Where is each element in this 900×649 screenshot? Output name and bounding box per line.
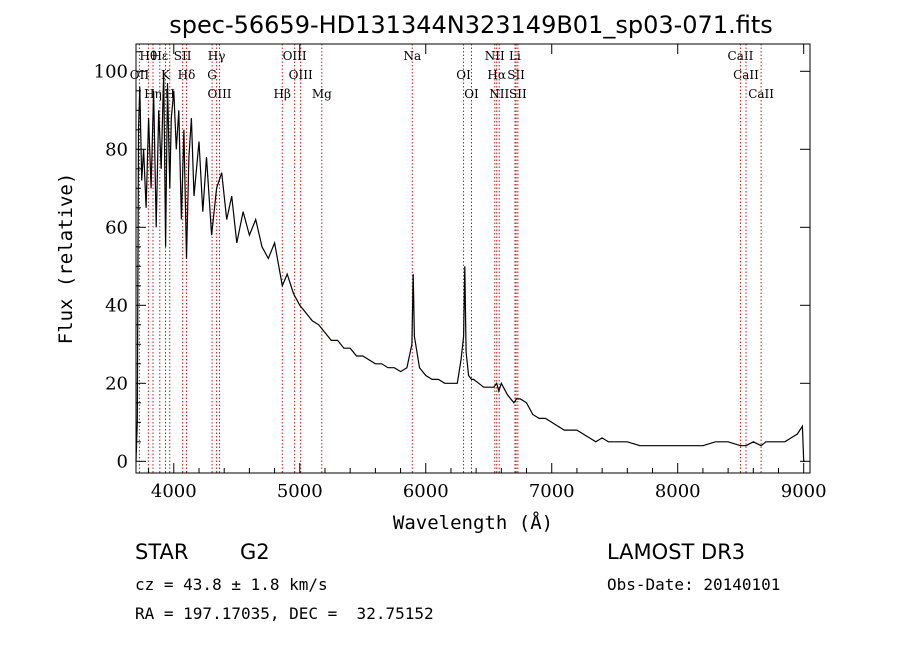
line-label: OI bbox=[456, 68, 471, 82]
line-label: OI bbox=[464, 87, 479, 101]
x-tick-label: 6000 bbox=[403, 481, 449, 502]
y-tick-label: 100 bbox=[94, 61, 128, 82]
obs-date: Obs-Date: 20140101 bbox=[607, 575, 781, 594]
y-tick-label: 60 bbox=[105, 217, 128, 238]
line-label: Hδ bbox=[178, 68, 196, 82]
axis-ticks: 4000 5000 6000 7000 8000 9000 0 20 40 60 80 100 bbox=[94, 44, 827, 502]
line-label: CaII bbox=[748, 87, 774, 101]
line-label: Li bbox=[509, 49, 521, 63]
line-label: OIII bbox=[289, 68, 313, 82]
x-tick-label: 4000 bbox=[151, 481, 197, 502]
line-label: CaII bbox=[733, 68, 759, 82]
line-label: Hε bbox=[151, 49, 168, 63]
x-tick-label: 7000 bbox=[529, 481, 575, 502]
line-label: SII bbox=[174, 49, 192, 63]
y-tick-label: 20 bbox=[105, 373, 128, 394]
line-label: CaII bbox=[728, 49, 754, 63]
line-label: Na bbox=[403, 49, 421, 63]
redshift-value: cz = 43.8 ± 1.8 km/s bbox=[135, 575, 328, 594]
y-tick-label: 0 bbox=[117, 451, 128, 472]
line-label: OII bbox=[130, 68, 150, 82]
line-label: SII bbox=[509, 87, 527, 101]
spectrum-line bbox=[135, 71, 805, 462]
x-tick-label: 5000 bbox=[277, 481, 323, 502]
line-label: Hγ bbox=[208, 49, 226, 63]
y-axis-label: Flux (relative) bbox=[55, 173, 77, 345]
line-label: K bbox=[161, 68, 171, 82]
coordinates: RA = 197.17035, DEC = 32.75152 bbox=[135, 604, 434, 623]
object-class: STAR bbox=[135, 540, 189, 564]
line-label: H bbox=[165, 87, 175, 101]
x-tick-label: 8000 bbox=[655, 481, 701, 502]
spectral-line-markers: HθOIIHηHεKHSIIHδOIIIHγGHβOIIIOIIIMgNaOIO… bbox=[130, 44, 774, 473]
y-tick-label: 80 bbox=[105, 139, 128, 160]
object-subclass: G2 bbox=[240, 540, 270, 564]
spectrum-series bbox=[135, 71, 805, 462]
line-label: OIII bbox=[283, 49, 307, 63]
line-label: NII bbox=[485, 49, 505, 63]
line-label: Hβ bbox=[274, 87, 291, 101]
plot-frame bbox=[135, 43, 811, 474]
line-label: Mg bbox=[312, 87, 332, 101]
x-axis-label: Wavelength (Å) bbox=[393, 511, 553, 534]
chart-title: spec-56659-HD131344N323149B01_sp03-071.f… bbox=[169, 11, 773, 39]
line-label: G bbox=[207, 68, 217, 82]
y-tick-label: 40 bbox=[105, 295, 128, 316]
x-tick-label: 9000 bbox=[781, 481, 827, 502]
line-label: OIII bbox=[207, 87, 231, 101]
survey-name: LAMOST DR3 bbox=[607, 540, 746, 564]
line-label: Hα bbox=[487, 68, 506, 82]
line-label: NII bbox=[489, 87, 509, 101]
line-label: SII bbox=[507, 68, 525, 82]
